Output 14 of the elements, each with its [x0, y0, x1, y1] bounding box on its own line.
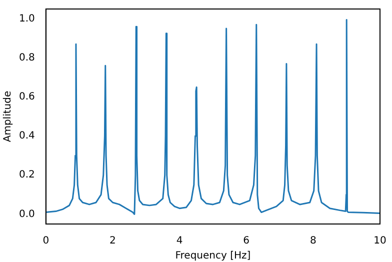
- x-tick-label: 4: [176, 236, 183, 247]
- x-tick-label: 2: [110, 236, 116, 247]
- y-tick-label: 0.6: [18, 92, 35, 103]
- x-tick-label: 8: [310, 236, 316, 247]
- y-tick-label: 0.0: [18, 208, 35, 220]
- y-tick-label: 1.0: [18, 13, 35, 24]
- y-axis-title: Amplitude: [2, 90, 14, 142]
- x-axis-title: Frequency [Hz]: [175, 250, 251, 262]
- y-tick-label: 0.2: [18, 170, 35, 181]
- x-tick-label: 6: [243, 236, 250, 247]
- y-tick-label: 0.4: [18, 130, 35, 142]
- x-tick-label: 0: [42, 236, 50, 247]
- y-tick-label: 0.8: [18, 52, 35, 64]
- x-tick-label: 10: [374, 236, 386, 247]
